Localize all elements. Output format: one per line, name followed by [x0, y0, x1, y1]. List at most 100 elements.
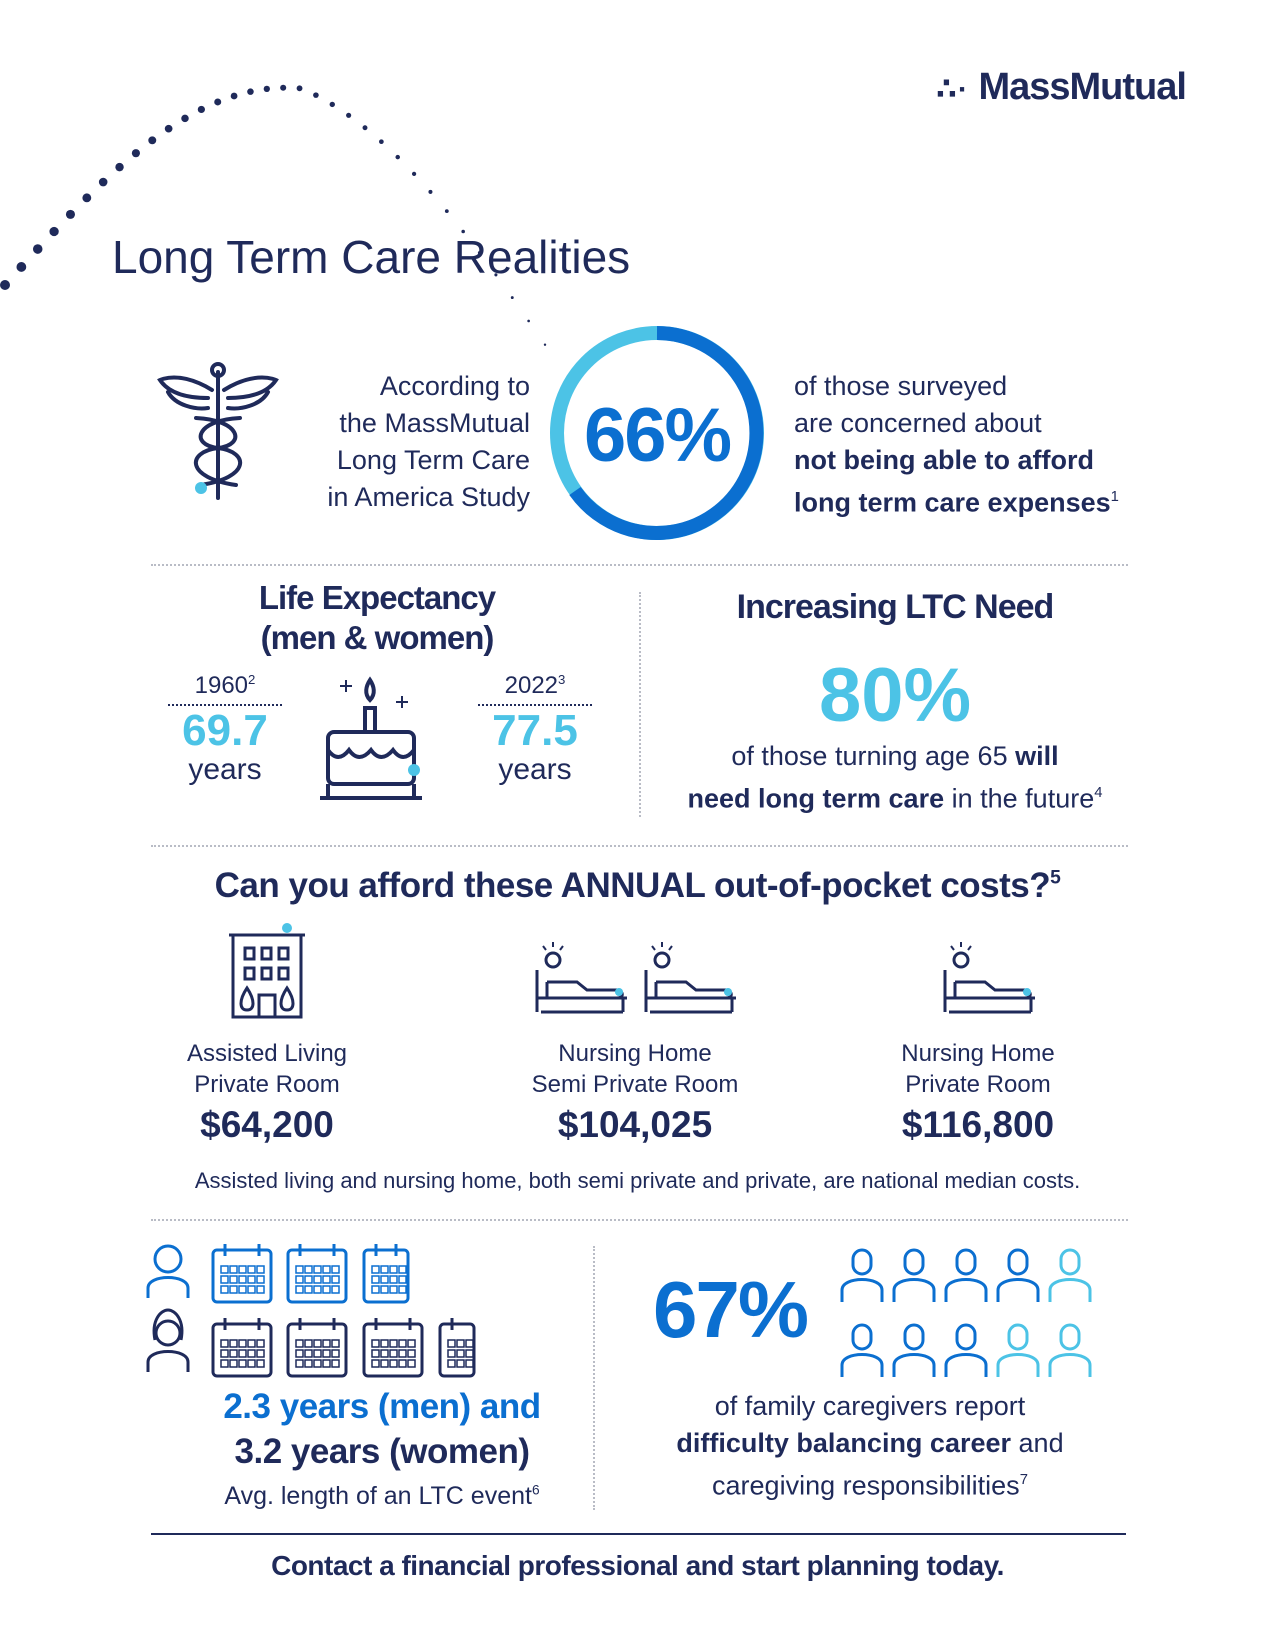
- cell: [256, 1275, 265, 1284]
- arc-dot: [461, 229, 465, 234]
- calendar: [286, 1244, 348, 1304]
- arc-dot: [346, 112, 352, 118]
- text-line: are concerned about: [794, 408, 1042, 438]
- bold-text: will: [1015, 741, 1059, 771]
- calendar: [438, 1318, 476, 1378]
- arc-dot: [197, 105, 205, 114]
- text-line: of family caregivers report: [714, 1391, 1026, 1421]
- rays: [542, 942, 564, 951]
- logo-mark: ∴·: [936, 73, 969, 106]
- cell: [229, 1349, 238, 1358]
- year-text: 2022: [504, 672, 559, 700]
- person: [996, 1323, 1040, 1377]
- text-line: 3.2 years (women): [234, 1432, 530, 1471]
- body: [840, 1353, 884, 1377]
- cell: [465, 1349, 474, 1358]
- bold-text: not being able to afford: [794, 445, 1094, 475]
- footnote-ref: 4: [1094, 785, 1103, 801]
- cell: [456, 1359, 465, 1368]
- arc-dot: [164, 124, 173, 133]
- cell: [389, 1285, 398, 1294]
- year: 20223: [478, 672, 592, 707]
- footnote-ref: 1: [1110, 489, 1119, 505]
- cell: [465, 1359, 474, 1368]
- body: [1048, 1353, 1092, 1377]
- arc-dot: [444, 209, 449, 214]
- cell: [256, 1359, 265, 1368]
- cell: [220, 1339, 229, 1348]
- footnote-ref: 7: [1019, 1472, 1028, 1488]
- cell: [371, 1265, 380, 1274]
- arc-dot: [329, 101, 335, 108]
- person: [1048, 1323, 1092, 1377]
- duration-caption: Avg. length of an LTC event6: [142, 1482, 622, 1511]
- caduceus-icon: [157, 362, 279, 500]
- cell: [220, 1349, 229, 1358]
- head: [952, 951, 970, 969]
- head: [1059, 1323, 1081, 1351]
- life-item: 19602 69.7 years: [168, 672, 282, 785]
- text-line: 2.3 years (men) and: [223, 1387, 541, 1426]
- cell: [304, 1359, 313, 1368]
- cell: [304, 1275, 313, 1284]
- cell: [247, 1265, 256, 1274]
- head: [653, 951, 671, 969]
- rule: [151, 1533, 1126, 1535]
- text: Avg. length of an LTC event: [224, 1482, 532, 1510]
- cell: [322, 1265, 331, 1274]
- arc-dot: [411, 171, 417, 177]
- text-line: long term care expenses1: [794, 479, 1174, 521]
- cell: [238, 1275, 247, 1284]
- cell: [389, 1359, 398, 1368]
- accent: [724, 988, 732, 996]
- cost-item: Nursing Home Private Room $116,800: [858, 1038, 1098, 1150]
- text-line: Assisted Living: [186, 1040, 348, 1067]
- life-value: 69.7: [182, 706, 268, 756]
- cell: [465, 1339, 474, 1348]
- arc-dot: [214, 98, 222, 106]
- accent: [615, 988, 623, 996]
- arc-dot: [65, 209, 75, 219]
- arc-dot: [98, 177, 108, 187]
- cell: [398, 1285, 407, 1294]
- calendar: [211, 1244, 273, 1304]
- head: [851, 1248, 873, 1276]
- cell: [456, 1349, 465, 1358]
- text-line: Semi Private Room: [531, 1071, 739, 1098]
- cost-item: Assisted Living Private Room $64,200: [147, 1038, 387, 1150]
- body: [1048, 1278, 1092, 1302]
- rays: [950, 942, 972, 951]
- cell: [380, 1285, 389, 1294]
- year-text: 1960: [194, 672, 249, 700]
- cell: [407, 1339, 416, 1348]
- arc-dot: [131, 149, 140, 158]
- costs-heading: Can you afford these ANNUAL out-of-pocke…: [100, 866, 1175, 906]
- woman-icon: [146, 1308, 190, 1372]
- arc-dot: [510, 296, 514, 300]
- cell: [295, 1275, 304, 1284]
- cell: [371, 1285, 380, 1294]
- person: [944, 1323, 988, 1377]
- body: [840, 1278, 884, 1302]
- frame: [943, 970, 1035, 1014]
- cell: [380, 1275, 389, 1284]
- cell: [220, 1359, 229, 1368]
- cell: [331, 1275, 340, 1284]
- cell: [247, 1339, 256, 1348]
- head: [955, 1323, 977, 1351]
- people-icons: [840, 1248, 1092, 1377]
- intro-left: According to the MassMutual Long Term Ca…: [250, 368, 530, 516]
- cell: [229, 1265, 238, 1274]
- cell: [295, 1359, 304, 1368]
- arc-dot: [296, 85, 303, 92]
- cell: [313, 1359, 322, 1368]
- cost-value: $64,200: [200, 1104, 334, 1145]
- cell: [380, 1349, 389, 1358]
- cell: [220, 1285, 229, 1294]
- ring-arc: [569, 326, 764, 540]
- text-line: Nursing Home: [558, 1040, 712, 1067]
- divider: [151, 1219, 1128, 1221]
- body: [944, 1278, 988, 1302]
- cell: [238, 1339, 247, 1348]
